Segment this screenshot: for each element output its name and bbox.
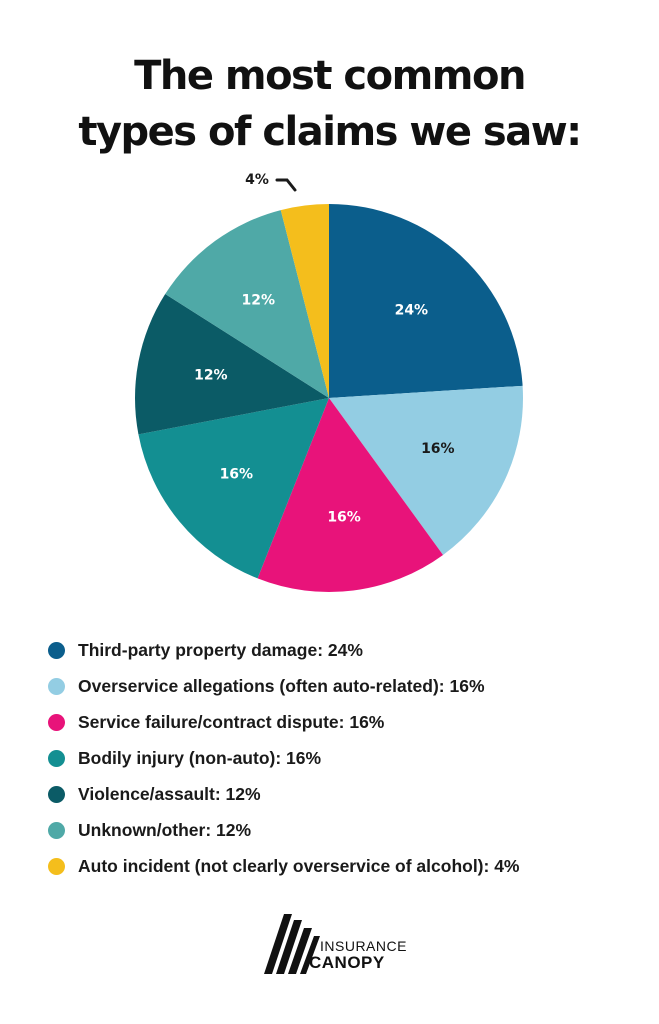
legend-item: Auto incident (not clearly overservice o… <box>48 848 648 884</box>
callout-line <box>275 178 297 192</box>
title-line-2: types of claims we saw: <box>78 109 582 155</box>
legend-label: Service failure/contract dispute: 16% <box>78 711 385 732</box>
slice-label-violence-assault: 12% <box>194 367 228 383</box>
pie-chart: 24% 16% 16% 16% 12% 12% 4% <box>135 172 523 592</box>
legend-label: Overservice allegations (often auto-rela… <box>78 675 485 696</box>
legend-item: Bodily injury (non-auto): 16% <box>48 740 648 776</box>
pie-slice-violence-assault <box>135 294 329 435</box>
legend-label: Violence/assault: 12% <box>78 783 261 804</box>
legend-label: Third-party property damage: 24% <box>78 639 363 660</box>
legend-item: Service failure/contract dispute: 16% <box>48 704 648 740</box>
legend-swatch <box>48 857 65 875</box>
pie-slice-bodily-injury-non-auto <box>138 398 329 579</box>
insurance-canopy-logo: INSURANCE CANOPY <box>262 912 406 980</box>
legend-label: Auto incident (not clearly overservice o… <box>78 855 520 876</box>
pie-slice-overservice-allegations-often-auto-related <box>329 385 523 555</box>
chart-legend: Third-party property damage: 24% Overserv… <box>48 632 648 884</box>
slice-label-overservice-allegations-often-auto-related: 16% <box>421 441 455 457</box>
legend-swatch <box>48 713 65 731</box>
logo-text-canopy: CANOPY <box>309 953 385 972</box>
legend-item: Unknown/other: 12% <box>48 812 648 848</box>
legend-label: Bodily injury (non-auto): 16% <box>78 747 322 768</box>
legend-label: Unknown/other: 12% <box>78 819 252 840</box>
pie-slice-auto-incident-not-clearly-overservice-of-alcohol <box>280 204 329 398</box>
slice-label-bodily-injury-non-auto: 16% <box>220 467 254 483</box>
legend-swatch <box>48 785 65 803</box>
pie-slice-service-failure-contract-dispute <box>257 398 444 592</box>
legend-item: Overservice allegations (often auto-rela… <box>48 668 648 704</box>
pie-slice-third-party-property-damage <box>329 204 523 398</box>
canopy-logo-icon <box>264 914 320 974</box>
legend-swatch <box>48 641 65 659</box>
legend-swatch <box>48 749 65 767</box>
legend-item: Violence/assault: 12% <box>48 776 648 812</box>
slice-label-service-failure-contract-dispute: 16% <box>327 509 361 525</box>
slice-label-third-party-property-damage: 24% <box>395 302 429 318</box>
slice-label-auto-incident-not-clearly-overservice-of-alcohol: 4% <box>245 172 269 188</box>
slice-label-unknown-other: 12% <box>242 293 276 309</box>
chart-title: The most common types of claims we saw: <box>0 48 659 160</box>
legend-swatch <box>48 821 65 839</box>
title-line-1: The most common <box>134 53 526 99</box>
legend-swatch <box>48 677 65 695</box>
legend-item: Third-party property damage: 24% <box>48 632 648 668</box>
logo-text-insurance: INSURANCE <box>320 938 407 954</box>
pie-slice-unknown-other <box>165 210 329 398</box>
